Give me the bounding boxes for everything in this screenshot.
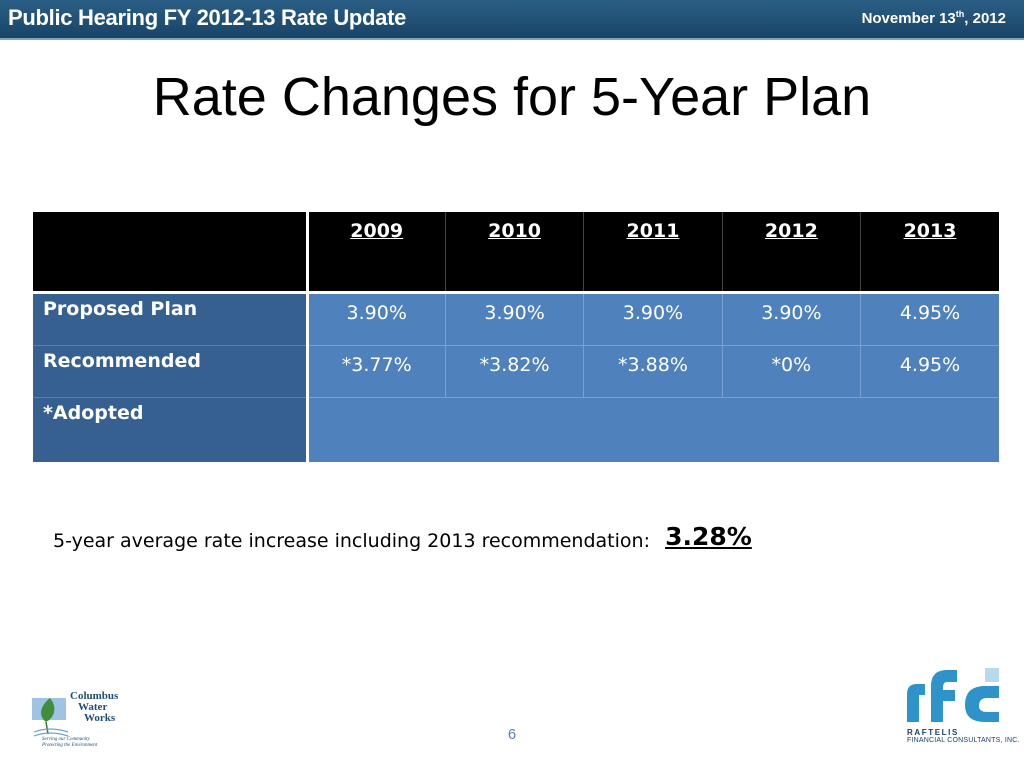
- date-ordinal: th: [955, 9, 965, 19]
- logo-line: Columbus: [70, 690, 119, 702]
- logo-line: Water: [78, 701, 108, 713]
- rate-cell: 3.90%: [444, 291, 584, 346]
- page-number: 6: [507, 726, 517, 743]
- table-row: Proposed Plan 3.90% 3.90% 3.90% 3.90% 4.…: [33, 291, 999, 346]
- date-month-day: November 13: [861, 10, 956, 27]
- logo-subtitle: RAFTELIS FINANCIAL CONSULTANTS, INC.: [907, 728, 1020, 744]
- row-label: *Adopted: [33, 397, 309, 462]
- rate-cell: *3.77%: [306, 345, 446, 398]
- table-row: Recommended *3.77% *3.82% *3.88% *0% 4.9…: [33, 345, 999, 398]
- logo-line: Works: [84, 712, 116, 724]
- rate-cell: *3.82%: [444, 345, 584, 398]
- row-label: Recommended: [33, 345, 309, 398]
- rate-cell: 4.95%: [860, 291, 999, 346]
- raftelis-logo: RAFTELIS FINANCIAL CONSULTANTS, INC.: [903, 664, 1019, 748]
- logo-tagline: Protecting the Environment: [42, 743, 98, 748]
- leaf-drop-icon: [32, 698, 69, 737]
- year-header: 2012: [721, 212, 861, 293]
- columbus-water-works-logo: Columbus Water Works Serving our Communi…: [28, 688, 138, 750]
- row-label: Proposed Plan: [33, 291, 309, 346]
- rate-cell: 4.95%: [860, 345, 999, 398]
- rate-cell: 3.90%: [306, 291, 446, 346]
- summary-value: 3.28%: [665, 522, 752, 551]
- table-row: *Adopted: [33, 397, 999, 462]
- presentation-date: November 13th, 2012: [861, 9, 1006, 28]
- header-banner: Public Hearing FY 2012-13 Rate Update No…: [0, 0, 1024, 40]
- year-header: 2009: [306, 212, 446, 293]
- merged-empty-cell: [306, 397, 999, 462]
- logo-tagline: Serving our Community: [42, 737, 90, 742]
- year-header: 2011: [583, 212, 723, 293]
- logo-name: RAFTELIS: [907, 728, 959, 737]
- rate-table: 2009 2010 2011 2012 2013 Proposed Plan 3…: [33, 212, 999, 462]
- logo-company: FINANCIAL CONSULTANTS, INC.: [907, 737, 1020, 744]
- rate-cell: 3.90%: [721, 291, 861, 346]
- presentation-title: Public Hearing FY 2012-13 Rate Update: [8, 5, 407, 30]
- slide-title: Rate Changes for 5-Year Plan: [152, 67, 872, 127]
- summary-text: 5-year average rate increase including 2…: [53, 530, 650, 552]
- rfc-mark-icon: [907, 668, 999, 722]
- table-corner-cell: [33, 212, 309, 293]
- rate-cell: *3.88%: [583, 345, 723, 398]
- average-rate-summary: 5-year average rate increase including 2…: [53, 522, 752, 553]
- date-year: , 2012: [964, 10, 1006, 27]
- year-header: 2013: [860, 212, 999, 293]
- rate-cell: 3.90%: [583, 291, 723, 346]
- table-header-row: 2009 2010 2011 2012 2013: [33, 212, 999, 293]
- year-header: 2010: [444, 212, 584, 293]
- rate-cell: *0%: [721, 345, 861, 398]
